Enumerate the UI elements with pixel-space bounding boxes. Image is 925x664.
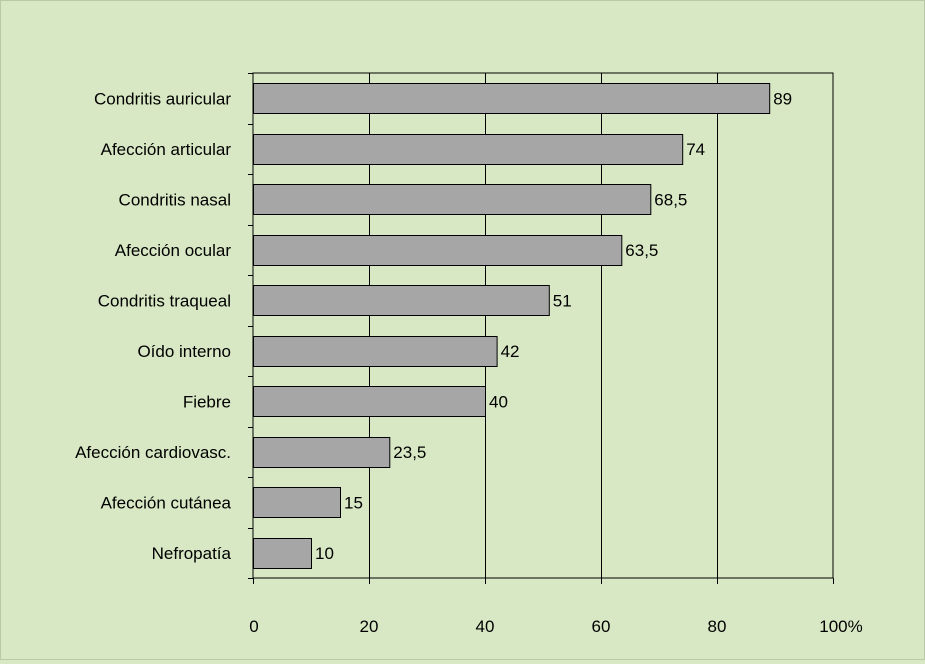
bar bbox=[253, 184, 652, 215]
category-label: Nefropatía bbox=[152, 544, 232, 563]
category-label: Afección articular bbox=[101, 140, 232, 159]
data-label: 68,5 bbox=[654, 190, 687, 209]
data-label: 10 bbox=[315, 544, 334, 563]
data-label: 40 bbox=[489, 392, 508, 411]
data-label: 51 bbox=[553, 291, 572, 310]
bar bbox=[253, 134, 684, 165]
bar bbox=[253, 437, 391, 468]
x-tick-label: 100% bbox=[819, 617, 862, 636]
data-label: 89 bbox=[773, 89, 792, 108]
data-label: 15 bbox=[344, 493, 363, 512]
bar bbox=[253, 487, 341, 518]
bar bbox=[253, 285, 550, 316]
data-label: 63,5 bbox=[625, 241, 658, 260]
plot-frame bbox=[252, 72, 834, 579]
bar bbox=[253, 386, 486, 417]
category-label: Condritis nasal bbox=[119, 190, 231, 209]
category-label: Condritis traqueal bbox=[98, 291, 231, 310]
bar bbox=[253, 235, 623, 266]
category-label: Fiebre bbox=[183, 392, 231, 411]
x-tick-label: 80 bbox=[708, 617, 727, 636]
category-label: Condritis auricular bbox=[94, 89, 231, 108]
x-tick-label: 0 bbox=[249, 617, 258, 636]
x-tick-label: 20 bbox=[360, 617, 379, 636]
category-label: Oído interno bbox=[137, 342, 231, 361]
bar bbox=[253, 538, 312, 569]
category-label: Afección ocular bbox=[115, 241, 232, 260]
bar bbox=[253, 83, 771, 114]
x-tick-label: 40 bbox=[476, 617, 495, 636]
data-label: 23,5 bbox=[393, 443, 426, 462]
category-label: Afección cardiovasc. bbox=[75, 443, 231, 462]
data-label: 74 bbox=[686, 140, 705, 159]
data-label: 42 bbox=[501, 342, 520, 361]
category-label: Afección cutánea bbox=[101, 493, 232, 512]
x-tick-label: 60 bbox=[592, 617, 611, 636]
bar bbox=[253, 336, 498, 367]
